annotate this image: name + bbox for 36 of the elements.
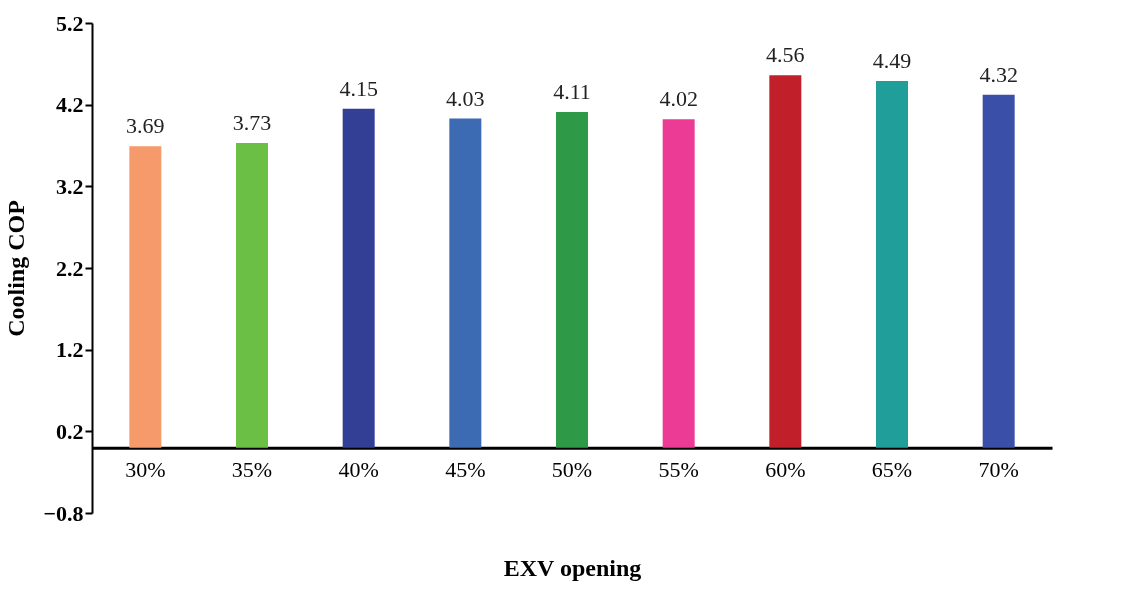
bar [876,80,908,448]
data-label: 4.03 [446,85,485,111]
x-tick-label: 30% [125,457,166,483]
x-tick-label: 55% [658,457,699,483]
x-tick-label: 45% [445,457,486,483]
data-label: 4.11 [553,79,591,105]
y-tick-label: 3.2 [56,173,84,199]
y-axis-title: Cooling COP [3,200,30,337]
data-label: 4.49 [872,47,912,73]
bar [236,143,268,448]
bar [662,119,695,448]
bar [769,75,802,448]
bar [129,146,162,448]
bar [982,94,1015,448]
data-label: 4.56 [766,42,805,68]
y-tick-label: 4.2 [56,92,84,118]
data-label: 4.02 [659,86,698,112]
bar [556,112,588,448]
x-tick-label: 35% [231,457,273,483]
y-tick-label: 1.2 [56,337,84,363]
y-tick-label: 0.2 [56,418,84,444]
x-axis-title: EXV opening [503,554,642,581]
x-tick-label: 50% [551,457,593,483]
x-tick-label: 70% [978,457,1019,483]
data-label: 3.69 [126,113,165,139]
y-tick-label: 5.2 [56,10,84,36]
data-label: 3.73 [232,110,272,136]
bar [449,118,482,448]
data-label: 4.32 [979,61,1018,87]
x-tick-label: 60% [765,457,806,483]
data-label: 4.15 [339,75,378,101]
x-tick-label: 65% [871,457,913,483]
x-tick-label: 40% [338,457,379,483]
y-tick-label: 2.2 [56,255,84,281]
y-tick-label: −0.8 [43,500,84,526]
bar [342,108,375,448]
